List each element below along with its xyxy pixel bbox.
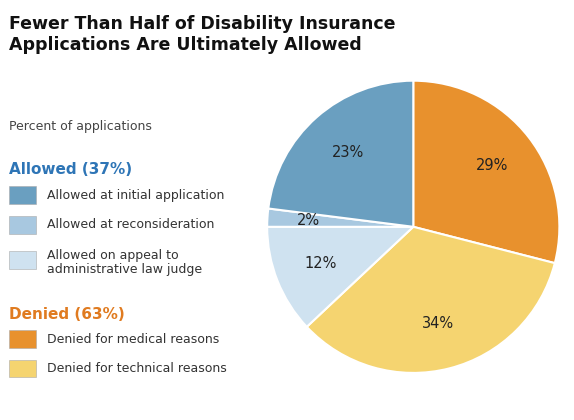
Wedge shape <box>267 227 413 327</box>
Text: Allowed at initial application: Allowed at initial application <box>47 189 224 202</box>
Text: 12%: 12% <box>305 256 337 271</box>
Text: Allowed at reconsideration: Allowed at reconsideration <box>47 218 215 231</box>
Text: Allowed on appeal to
administrative law judge: Allowed on appeal to administrative law … <box>47 249 202 276</box>
Text: 34%: 34% <box>422 315 454 331</box>
Wedge shape <box>413 81 560 263</box>
Text: Percent of applications: Percent of applications <box>9 120 152 133</box>
Text: Denied for technical reasons: Denied for technical reasons <box>47 362 227 375</box>
Text: Allowed (37%): Allowed (37%) <box>9 162 132 177</box>
Wedge shape <box>267 208 413 227</box>
Text: Fewer Than Half of Disability Insurance
Applications Are Ultimately Allowed: Fewer Than Half of Disability Insurance … <box>9 15 395 54</box>
Text: 23%: 23% <box>331 145 364 160</box>
Wedge shape <box>268 81 413 227</box>
Text: Denied (63%): Denied (63%) <box>9 307 125 322</box>
Text: Denied for medical reasons: Denied for medical reasons <box>47 333 219 346</box>
Text: 29%: 29% <box>476 158 508 173</box>
Text: 2%: 2% <box>297 213 320 228</box>
Wedge shape <box>307 227 555 373</box>
